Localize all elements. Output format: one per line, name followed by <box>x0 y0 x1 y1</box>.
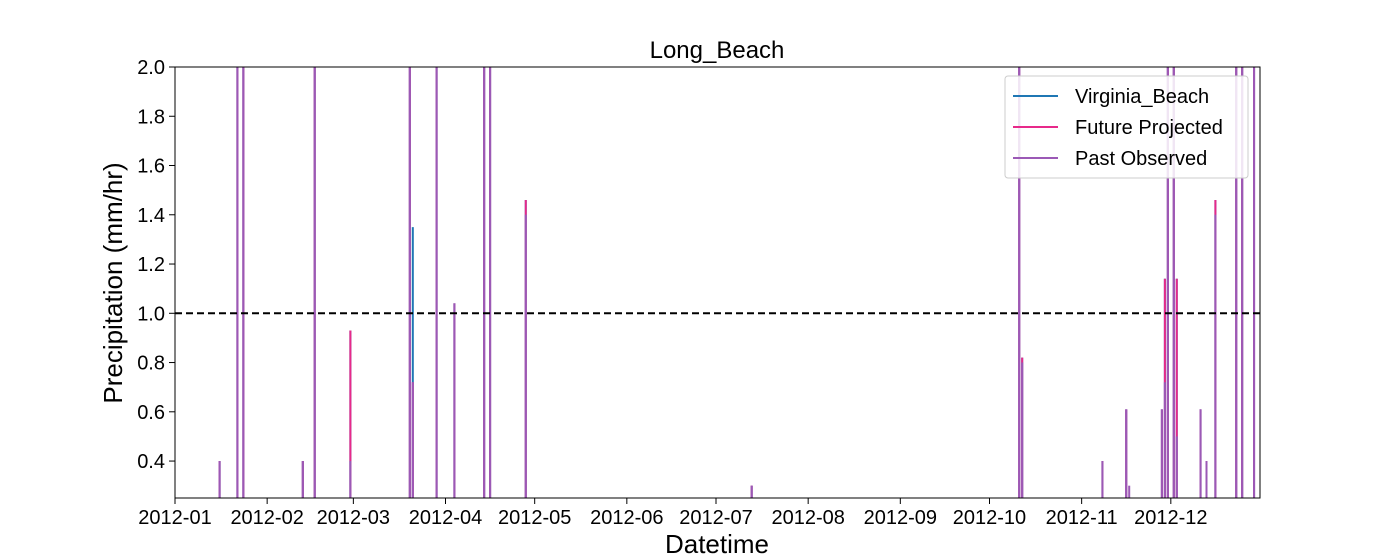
legend-box <box>1004 75 1249 179</box>
plot-frame <box>174 66 1261 499</box>
y-tick-label: 1.2 <box>137 254 165 276</box>
x-tick-label: 2012-04 <box>409 507 482 529</box>
y-tick-label: 1.6 <box>137 156 165 178</box>
chart-title: Long_Beach <box>650 37 785 64</box>
y-tick-label: 1.0 <box>137 303 165 325</box>
x-tick-label: 2012-09 <box>864 507 937 529</box>
y-tick-label: 1.8 <box>137 106 165 128</box>
x-axis: 2012-01 2012-02 2012-03 2012-04 2012-05 2012-… <box>138 498 1208 529</box>
y-tick-label: 2.0 <box>137 57 165 79</box>
legend-label: Virginia_Beach <box>1075 86 1209 108</box>
y-tick-label: 0.4 <box>137 451 165 473</box>
legend-label: Past Observed <box>1075 148 1207 170</box>
y-tick-label: 0.8 <box>137 353 165 375</box>
y-tick-label: 0.6 <box>137 402 165 424</box>
x-tick-label: 2012-03 <box>317 507 390 529</box>
x-tick-label: 2012-05 <box>498 507 571 529</box>
x-tick-label: 2012-06 <box>590 507 663 529</box>
x-axis-label: Datetime <box>665 529 769 559</box>
x-tick-label: 2012-07 <box>679 507 752 529</box>
x-tick-label: 2012-08 <box>771 507 844 529</box>
y-axis-label: Precipitation (mm/hr) <box>98 162 128 403</box>
y-axis: 0.4 0.6 0.8 1.0 1.2 1.4 1.6 1.8 2.0 <box>137 57 175 473</box>
x-tick-label: 2012-02 <box>230 507 303 529</box>
x-tick-label: 2012-12 <box>1134 507 1207 529</box>
x-tick-label: 2012-10 <box>953 507 1026 529</box>
legend-label: Future Projected <box>1075 117 1223 139</box>
x-tick-label: 2012-01 <box>138 507 211 529</box>
legend: Virginia_Beach Future Projected Past Obser… <box>1004 75 1249 179</box>
y-tick-label: 1.4 <box>137 205 165 227</box>
plot-marks <box>218 67 1256 498</box>
x-tick-label: 2012-11 <box>1046 507 1118 529</box>
